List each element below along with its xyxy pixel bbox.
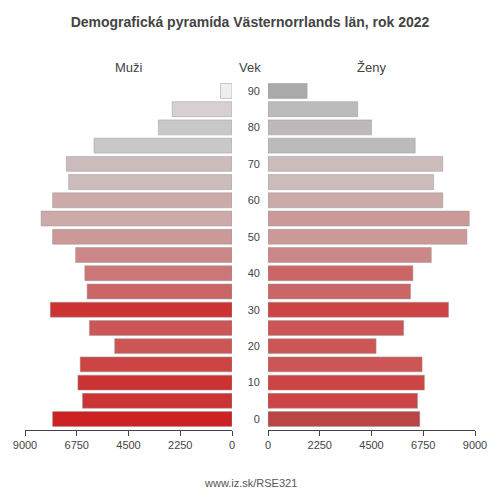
svg-text:60: 60: [248, 194, 260, 206]
svg-text:Demografická pyramída Västerno: Demografická pyramída Västernorrlands lä…: [71, 14, 430, 30]
svg-text:0: 0: [254, 413, 260, 425]
svg-text:4500: 4500: [359, 439, 383, 451]
svg-text:40: 40: [248, 267, 260, 279]
svg-text:80: 80: [248, 121, 260, 133]
svg-text:6750: 6750: [411, 439, 435, 451]
svg-text:Ženy: Ženy: [357, 60, 386, 75]
svg-text:Vek: Vek: [239, 60, 261, 75]
svg-text:2250: 2250: [168, 439, 192, 451]
svg-text:Muži: Muži: [115, 60, 143, 75]
svg-text:9000: 9000: [463, 439, 487, 451]
svg-text:0: 0: [265, 439, 271, 451]
svg-text:20: 20: [248, 340, 260, 352]
svg-text:www.iz.sk/RSE321: www.iz.sk/RSE321: [204, 477, 297, 489]
svg-text:50: 50: [248, 231, 260, 243]
svg-text:90: 90: [248, 85, 260, 97]
svg-text:30: 30: [248, 304, 260, 316]
svg-text:2250: 2250: [308, 439, 332, 451]
svg-text:6750: 6750: [65, 439, 89, 451]
svg-text:9000: 9000: [13, 439, 37, 451]
svg-text:10: 10: [248, 376, 260, 388]
svg-text:0: 0: [229, 439, 235, 451]
svg-text:4500: 4500: [116, 439, 140, 451]
svg-text:70: 70: [248, 158, 260, 170]
